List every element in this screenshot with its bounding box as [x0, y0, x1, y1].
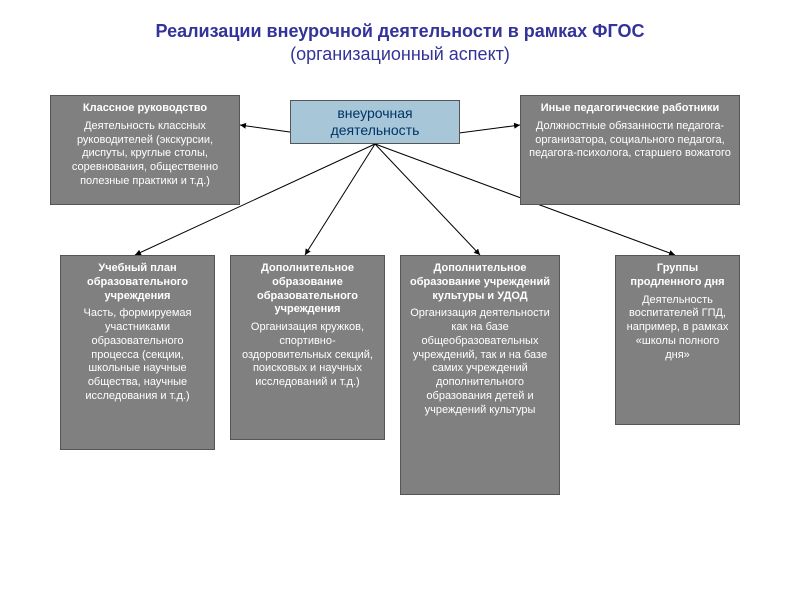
node-body: Должностные обязанности педагога-организ… — [529, 120, 731, 160]
central-node: внеурочная деятельность — [290, 100, 460, 144]
node-n3: Учебный план образовательного учреждения… — [60, 255, 215, 450]
title-sub: (организационный аспект) — [40, 43, 760, 66]
node-n6: Группы продленного дня Деятельность воспи… — [615, 255, 740, 425]
node-body: Деятельность классных руководителей (экс… — [72, 120, 218, 187]
node-heading: Дополнительное образование учреждений ку… — [407, 262, 553, 303]
node-body: Организация кружков, спортивно-оздоровит… — [242, 321, 373, 388]
node-n1: Классное руководство Деятельность классны… — [50, 95, 240, 205]
node-heading: Иные педагогические работники — [527, 102, 733, 116]
edge-central-n5 — [375, 144, 480, 255]
node-heading: Группы продленного дня — [622, 262, 733, 290]
node-n4: Дополнительное образование образовательн… — [230, 255, 385, 440]
node-body: Организация деятельности как на базе общ… — [410, 307, 550, 415]
node-n2: Иные педагогические работники Должностные… — [520, 95, 740, 205]
node-heading: Учебный план образовательного учреждения — [67, 262, 208, 303]
title-main: Реализации внеурочной деятельности в рам… — [40, 20, 760, 43]
page-title-block: Реализации внеурочной деятельности в рам… — [0, 0, 800, 67]
node-body: Деятельность воспитателей ГПД, например,… — [627, 294, 729, 361]
central-node-label: внеурочная деятельность — [301, 105, 449, 140]
node-n5: Дополнительное образование учреждений ку… — [400, 255, 560, 495]
edge-central-n4 — [305, 144, 375, 255]
node-body: Часть, формируемая участниками образоват… — [84, 307, 192, 402]
node-heading: Классное руководство — [57, 102, 233, 116]
node-heading: Дополнительное образование образовательн… — [237, 262, 378, 317]
